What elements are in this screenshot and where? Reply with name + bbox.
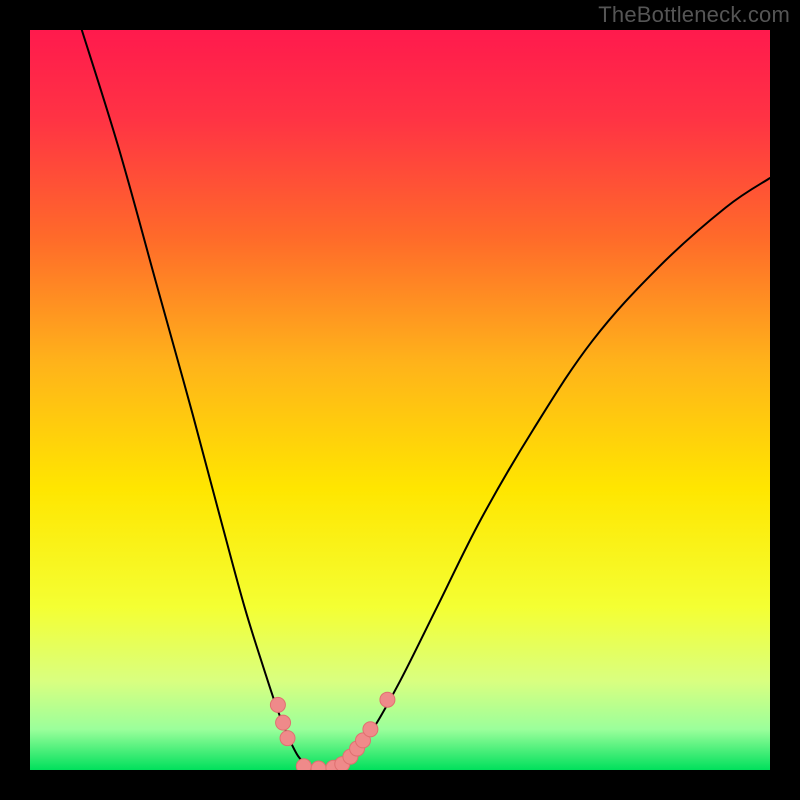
data-marker — [380, 692, 395, 707]
chart-svg — [30, 30, 770, 770]
watermark-text: TheBottleneck.com — [598, 2, 790, 28]
chart-container: TheBottleneck.com — [0, 0, 800, 800]
data-marker — [276, 715, 291, 730]
data-marker — [270, 697, 285, 712]
plot-area — [30, 30, 770, 770]
gradient-background — [30, 30, 770, 770]
data-marker — [296, 759, 311, 770]
data-marker — [363, 722, 378, 737]
data-marker — [280, 731, 295, 746]
